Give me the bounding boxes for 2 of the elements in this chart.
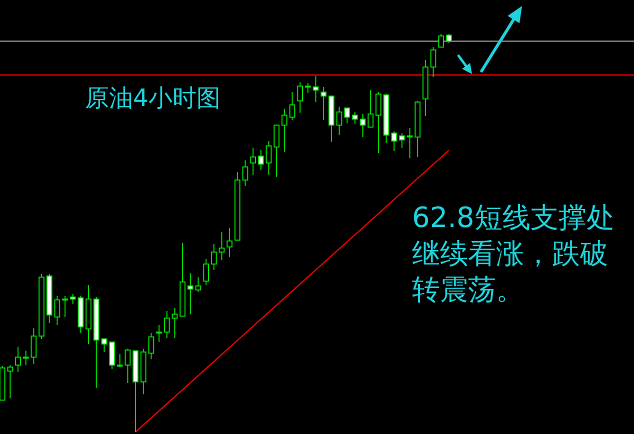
title: 原油4小时图 <box>85 83 220 114</box>
annotation: 62.8短线支撑处继续看涨，跌破转震荡。 <box>412 200 616 308</box>
